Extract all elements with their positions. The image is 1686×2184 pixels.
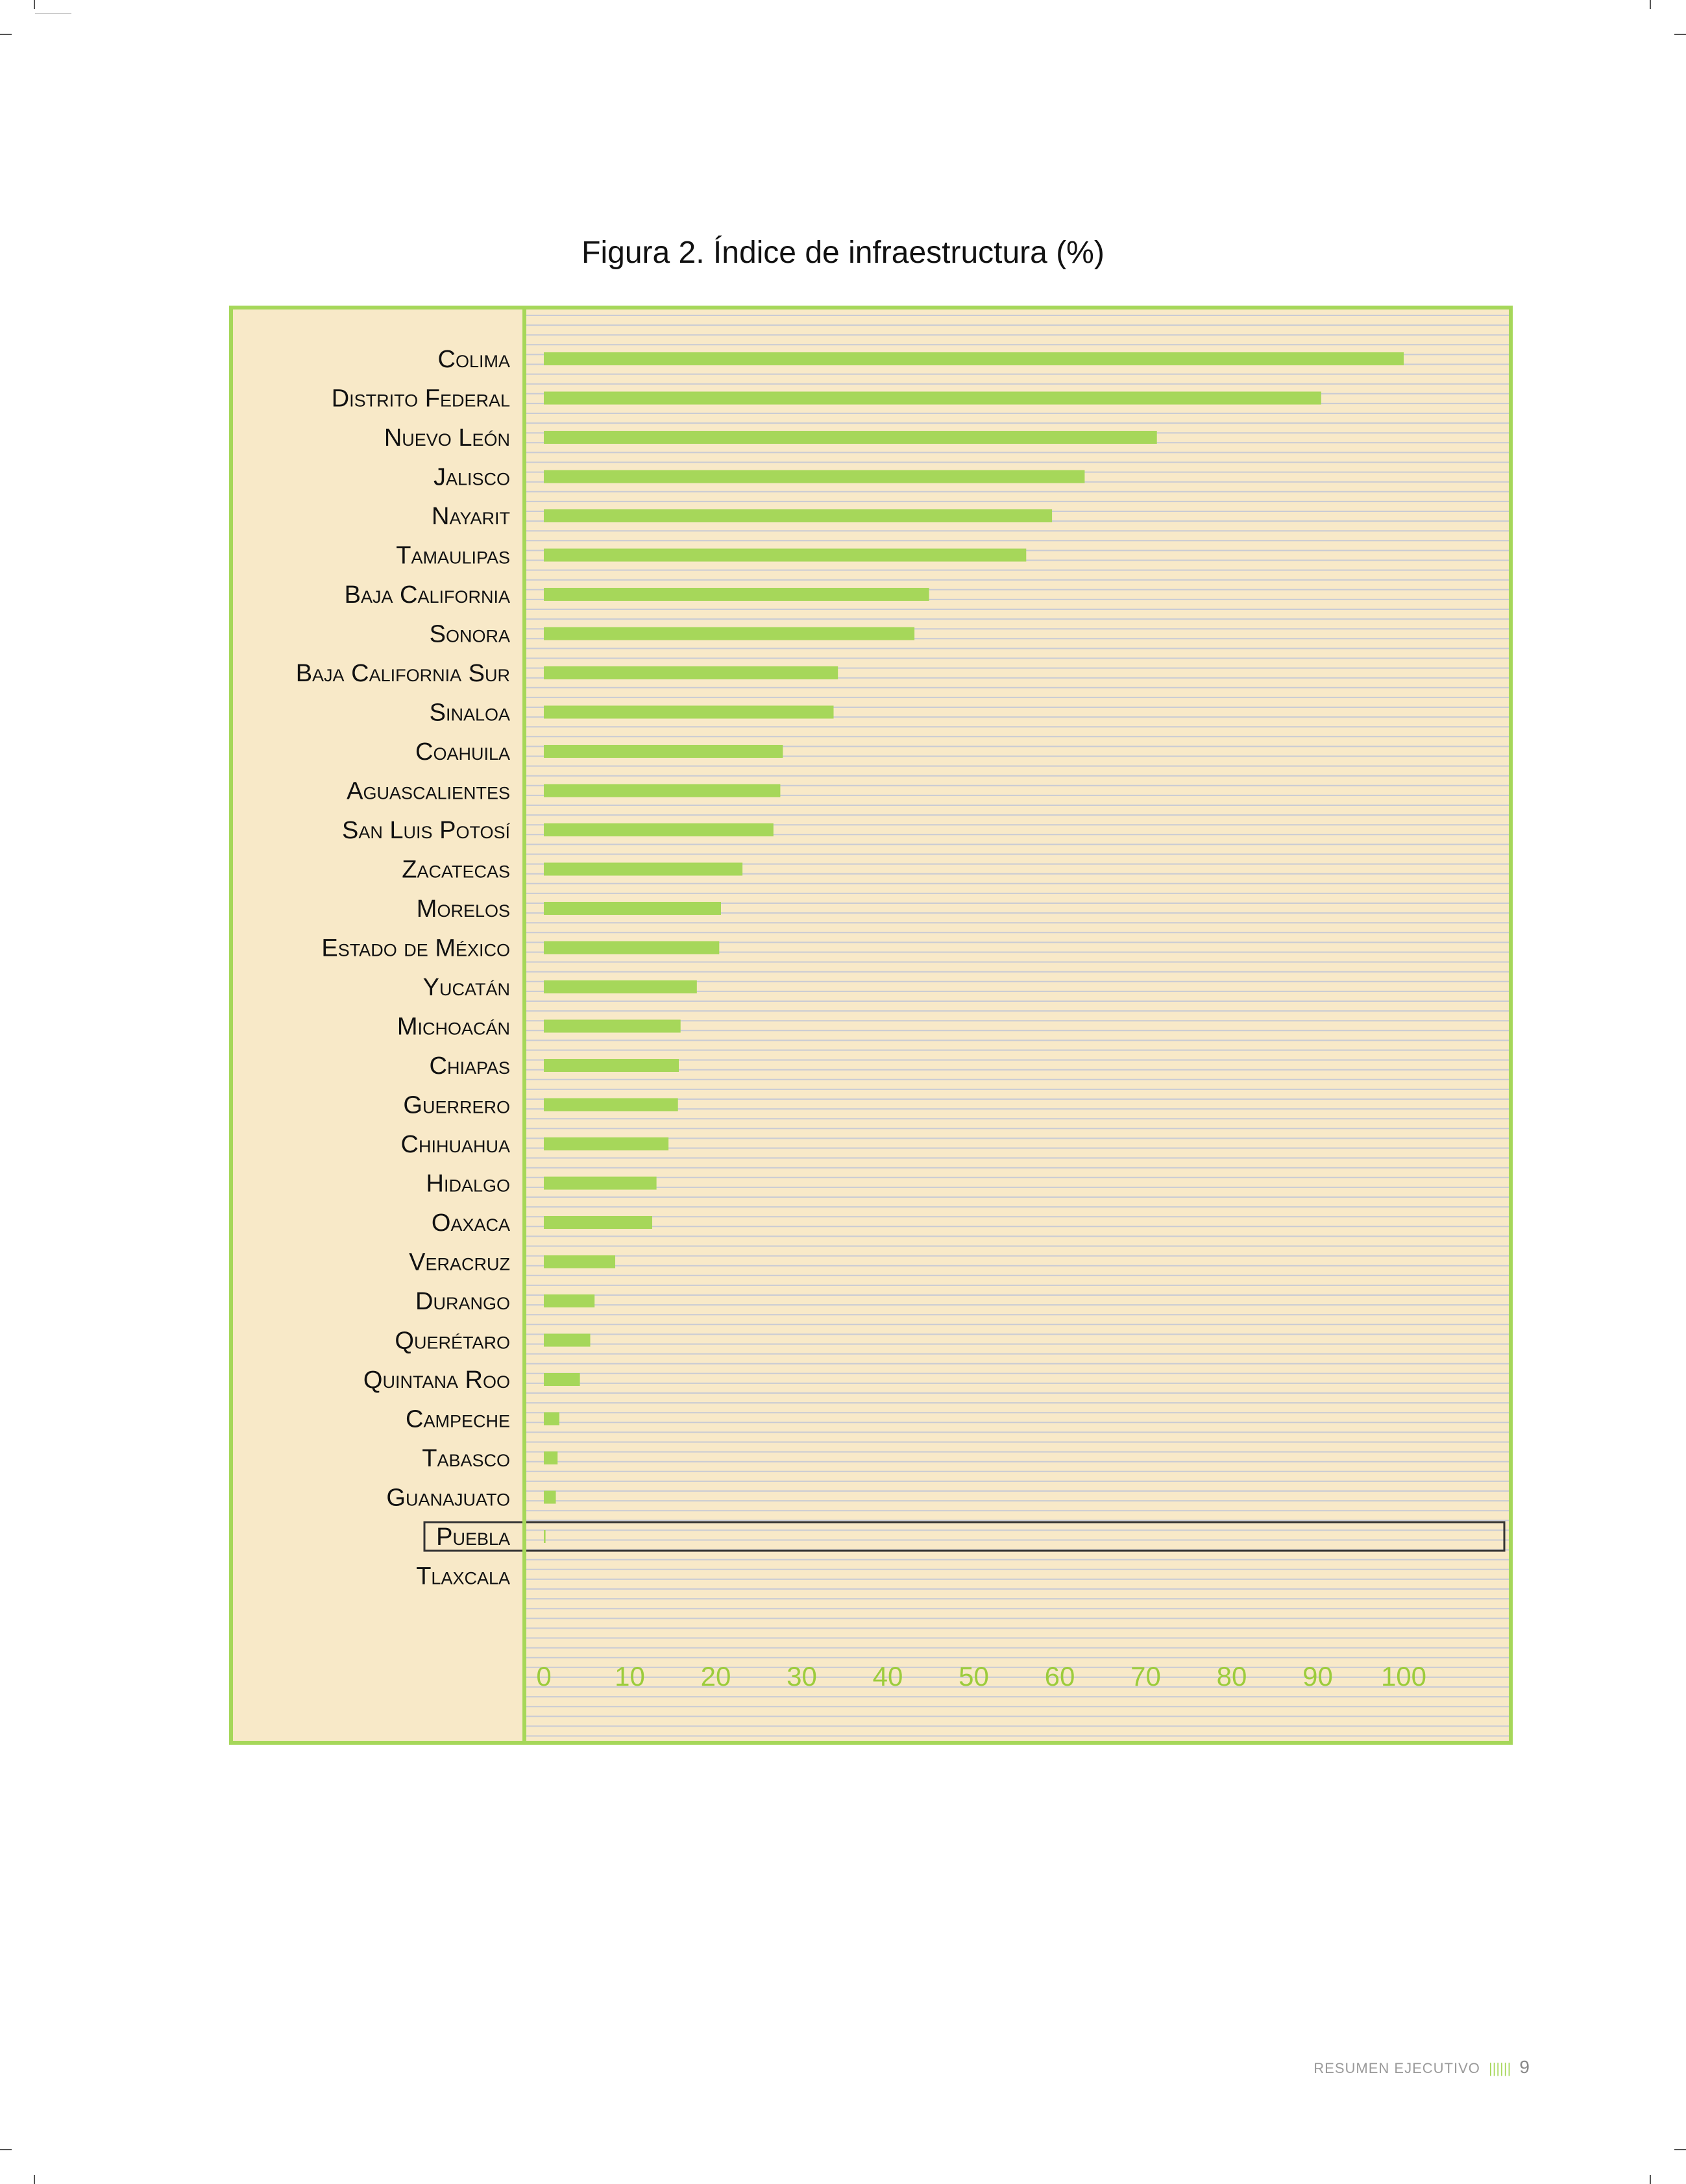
bar [544,784,781,797]
category-label: Querétaro [395,1328,510,1355]
category-label: Oaxaca [432,1209,510,1237]
bar [544,902,721,915]
bar [544,470,1085,483]
category-label: Nayarit [432,503,510,530]
crop-mark [1674,34,1686,35]
bar [544,1019,681,1033]
bar [544,1490,556,1504]
bar [544,666,838,679]
x-tick-label: 30 [787,1661,817,1692]
bar [544,1176,657,1190]
x-tick-label: 70 [1130,1661,1161,1692]
bars [544,352,1404,1543]
category-label: Quintana Roo [363,1366,510,1394]
category-label: Veracruz [409,1249,510,1276]
category-label: Estado de México [321,935,510,962]
bar [544,1255,615,1268]
bar [544,862,743,876]
category-label: Distrito Federal [332,385,510,413]
category-label: Michoacán [397,1013,510,1041]
category-label: Colima [438,346,510,373]
category-label: Sinaloa [430,699,510,727]
chart-frame [229,306,1513,1745]
bar [544,352,1404,365]
x-tick-label: 40 [873,1661,903,1692]
page-number: 9 [1519,2057,1530,2077]
label-panel [231,308,524,1743]
bar [544,1137,669,1150]
category-label: Nuevo León [384,424,510,452]
x-tick-label: 90 [1302,1661,1333,1692]
category-label: Baja California Sur [296,660,510,687]
bar [544,1059,679,1072]
bar [544,627,915,640]
bar [544,1333,591,1347]
category-label: Guerrero [403,1092,510,1119]
category-label: Tabasco [422,1445,510,1472]
crop-mark [0,34,12,35]
bar [544,941,720,954]
category-label: Hidalgo [426,1171,510,1198]
bar [544,509,1053,522]
x-tick-label: 60 [1045,1661,1075,1692]
x-tick-label: 80 [1217,1661,1247,1692]
figure-title: Figura 2. Índice de infraestructura (%) [581,236,1105,270]
bar [544,1530,546,1543]
category-label: Coahuila [415,738,510,766]
crop-mark [1650,2175,1651,2184]
x-tick-label: 50 [959,1661,989,1692]
category-label: Jalisco [434,464,510,491]
footer-bars-ornament: |||||| [1489,2060,1511,2076]
bar [544,431,1157,444]
bar [544,1216,652,1229]
x-tick-label: 0 [536,1661,551,1692]
category-label: Baja California [345,581,510,609]
bar [544,1451,558,1464]
category-label: Chiapas [430,1052,510,1080]
bar [544,745,783,758]
category-label: Morelos [417,895,510,923]
crop-mark [34,2175,35,2184]
category-label: Chihuahua [401,1131,510,1158]
category-label: Aguascalientes [347,778,510,805]
category-label: Puebla [436,1523,510,1551]
bar [544,1412,559,1426]
x-tick-label: 20 [701,1661,731,1692]
bar [544,548,1027,562]
category-label: Guanajuato [386,1485,510,1512]
x-axis-ticks: 0 10 20 30 40 50 60 70 80 90 100 [536,1661,1426,1692]
highlight-box [423,1521,1506,1552]
bar [544,391,1321,405]
category-label: Zacatecas [402,856,510,884]
crop-mark [0,2149,12,2150]
bar [544,705,834,719]
category-label: San Luis Potosí [342,817,510,844]
crop-mark [1674,2149,1686,2150]
bar [544,980,697,993]
category-label: Campeche [406,1406,510,1433]
category-label: Yucatán [423,974,510,1001]
bar [544,588,929,601]
category-label: Tlaxcala [416,1563,510,1590]
bar [544,1294,595,1307]
x-tick-label: 10 [615,1661,645,1692]
crop-mark [35,13,71,14]
bar [544,1373,580,1386]
crop-mark [34,0,35,9]
plot-panel [524,308,1511,1743]
state-labels: Colima Distrito Federal Nuevo León Jalisco N… [296,346,511,1590]
footer-section: RESUMEN EJECUTIVO [1313,2060,1480,2076]
x-tick-label: 100 [1381,1661,1426,1692]
footer: RESUMEN EJECUTIVO |||||| 9 [1313,2057,1530,2078]
crop-mark [1650,0,1651,9]
category-label: Sonora [430,621,510,648]
category-label: Tamaulipas [396,542,510,570]
grid-lines [524,315,1511,1737]
category-label: Durango [415,1288,510,1315]
bar [544,823,774,836]
bar [544,1098,678,1111]
